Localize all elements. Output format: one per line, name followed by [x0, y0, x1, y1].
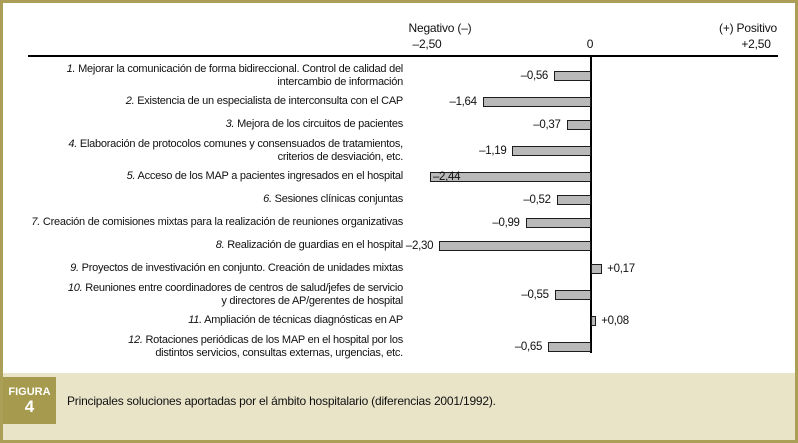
row-label: 8. Realización de guardias en el hospita… [25, 234, 404, 257]
row-label-text: Elaboración de protocolos comunes y cons… [79, 137, 403, 163]
bar-value: –0,99 [492, 216, 520, 229]
bar-value: +0,17 [607, 262, 635, 275]
bar-track: –0,37 [403, 113, 779, 136]
chart-row: 11. Ampliación de técnicas diagnósticas … [25, 309, 779, 332]
chart-row: 4. Elaboración de protocolos comunes y c… [25, 136, 779, 165]
bar-value: –0,37 [533, 118, 561, 131]
bar-track: –2,44 [403, 165, 779, 188]
row-label-text: Ampliación de técnicas diagnósticas en A… [201, 314, 403, 326]
row-label: 4. Elaboración de protocolos comunes y c… [25, 136, 403, 165]
chart-row: 8. Realización de guardias en el hospita… [25, 234, 779, 257]
row-label: 11. Ampliación de técnicas diagnósticas … [25, 309, 403, 332]
bar-value: +0,08 [601, 314, 629, 327]
bar [439, 240, 591, 251]
row-number: 8. [215, 239, 225, 251]
bar-track: –0,65 [403, 332, 779, 361]
chart-row: 10. Reuniones entre coordinadores de cen… [25, 280, 779, 309]
bar-value: –0,55 [521, 288, 549, 301]
row-label: 6. Sesiones clínicas conjuntas [25, 188, 403, 211]
row-label: 7. Creación de comisiones mixtas para la… [25, 211, 403, 234]
bar-track: –0,52 [403, 188, 779, 211]
row-number: 10. [67, 281, 83, 294]
bar-value: –2,30 [405, 239, 434, 252]
chart-row: 12. Rotaciones periódicas de los MAP en … [25, 332, 779, 361]
row-label: 9. Proyectos de investivación en conjunt… [25, 257, 403, 280]
row-label: 3. Mejora de los circuitos de pacientes [25, 113, 404, 136]
figure-caption: Principales soluciones aportadas por el … [67, 393, 496, 408]
bar-track: +0,08 [403, 309, 779, 332]
chart-row: 5. Acceso de los MAP a pacientes ingresa… [25, 165, 779, 188]
axis-negative-header: Negativo (–) [408, 21, 472, 35]
caption-band: FIGURA 4 Principales soluciones aportada… [3, 373, 795, 440]
row-number: 5. [126, 170, 136, 182]
axis-top-rule [28, 55, 778, 57]
figure-badge-number: 4 [24, 397, 35, 416]
row-label-text: Mejorar la comunicación de forma bidirec… [78, 62, 403, 88]
row-label: 2. Existencia de un especialista de inte… [25, 90, 404, 113]
axis-negative-tick: –2,50 [412, 37, 442, 51]
axis-zero-tick: 0 [586, 37, 594, 51]
chart-rows: 1. Mejorar la comunicación de forma bidi… [25, 61, 779, 361]
chart-row: 2. Existencia de un especialista de inte… [25, 90, 779, 113]
row-label: 1. Mejorar la comunicación de forma bidi… [25, 61, 404, 90]
bar-track: –1,64 [403, 90, 779, 113]
bar-value: –0,52 [523, 193, 551, 206]
chart-row: 7. Creación de comisiones mixtas para la… [25, 211, 779, 234]
row-number: 4. [68, 137, 78, 150]
bar-value: –0,65 [514, 340, 543, 353]
bar-track: +0,17 [403, 257, 779, 280]
row-label-text: Creación de comisiones mixtas para la re… [40, 216, 403, 228]
bar [554, 70, 591, 81]
axis-positive-header: (+) Positivo [719, 21, 777, 35]
bar-value: –1,19 [479, 144, 507, 157]
figure-badge-word: FIGURA [8, 386, 51, 398]
chart-row: 1. Mejorar la comunicación de forma bidi… [25, 61, 779, 90]
axis-zero-line [590, 55, 592, 353]
figure-badge: FIGURA 4 [3, 377, 56, 424]
row-label-text: Reuniones entre coordinadores de centros… [85, 281, 403, 307]
row-number: 7. [31, 216, 41, 228]
bar-track: –0,56 [403, 61, 779, 90]
bar [566, 119, 591, 130]
row-number: 12. [128, 333, 143, 346]
row-label: 5. Acceso de los MAP a pacientes ingresa… [25, 165, 404, 188]
axis-positive-tick: +2,50 [741, 37, 771, 51]
row-number: 3. [225, 118, 235, 130]
row-label: 12. Rotaciones periódicas de los MAP en … [25, 332, 403, 361]
row-label-text: Rotaciones periódicas de los MAP en el h… [145, 333, 403, 359]
bar-track: –0,99 [403, 211, 779, 234]
row-number: 11. [188, 314, 202, 326]
row-label: 10. Reuniones entre coordinadores de cen… [25, 280, 403, 309]
bar-value: –0,56 [520, 69, 549, 82]
bar [525, 217, 591, 228]
bar-value: –1,64 [449, 95, 477, 108]
bar [512, 145, 591, 156]
bar-track: –1,19 [403, 136, 779, 165]
chart-row: 6. Sesiones clínicas conjuntas –0,52 [25, 188, 779, 211]
row-number: 2. [125, 95, 135, 107]
chart-row: 3. Mejora de los circuitos de pacientes –… [25, 113, 779, 136]
bar [591, 315, 597, 326]
row-label-text: Proyectos de investivación en conjunto. … [78, 262, 404, 274]
bar-track: –0,55 [403, 280, 779, 309]
row-number: 6. [263, 193, 272, 205]
bar [429, 171, 591, 182]
bar [556, 194, 591, 205]
row-number: 9. [70, 262, 79, 274]
row-label-text: Sesiones clínicas conjuntas [271, 193, 404, 205]
row-label-text: Mejora de los circuitos de pacientes [234, 118, 403, 130]
bar [554, 289, 591, 300]
chart-row: 9. Proyectos de investivación en conjunt… [25, 257, 779, 280]
bar [548, 341, 591, 352]
row-label-text: Acceso de los MAP a pacientes ingresados… [135, 170, 403, 182]
bar-value: –2,44 [432, 170, 461, 183]
row-label-text: Existencia de un especialista de interco… [134, 95, 403, 107]
row-number: 1. [66, 62, 76, 75]
row-label-text: Realización de guardias en el hospital [224, 239, 403, 251]
bar [482, 96, 591, 107]
bar-track: –2,30 [403, 234, 779, 257]
bar [591, 263, 603, 274]
